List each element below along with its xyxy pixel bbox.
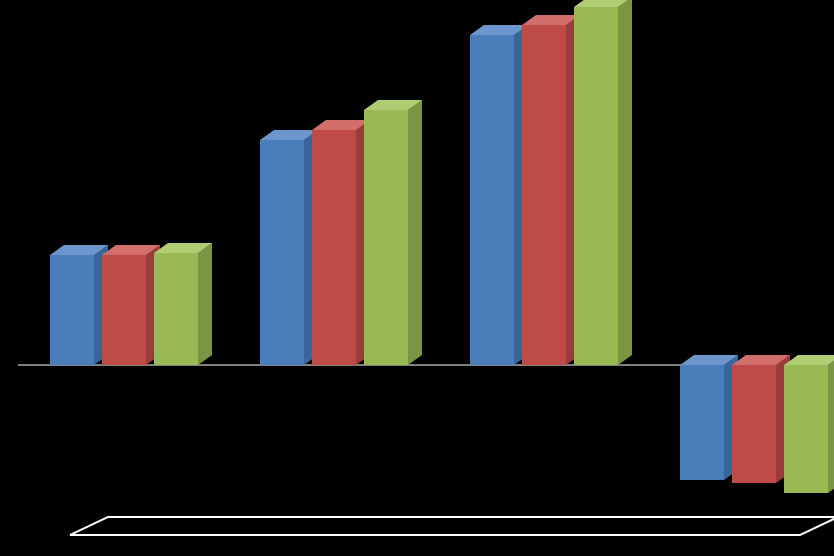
- bar-g1-s2: [364, 100, 422, 365]
- bar-g1-s0: [260, 130, 318, 365]
- bar-chart-3d: [0, 0, 834, 556]
- bar-g2-s2: [574, 0, 632, 365]
- bar-g0-s2: [154, 243, 212, 365]
- bar-g2-s0: [470, 25, 528, 365]
- bar-g0-s0: [50, 245, 108, 365]
- bar-g2-s1: [522, 15, 580, 365]
- bar-g3-s1: [732, 355, 790, 483]
- bar-g0-s1: [102, 245, 160, 365]
- bar-g3-s0: [680, 355, 738, 480]
- bar-g3-s2: [784, 355, 834, 493]
- bar-g1-s1: [312, 120, 370, 365]
